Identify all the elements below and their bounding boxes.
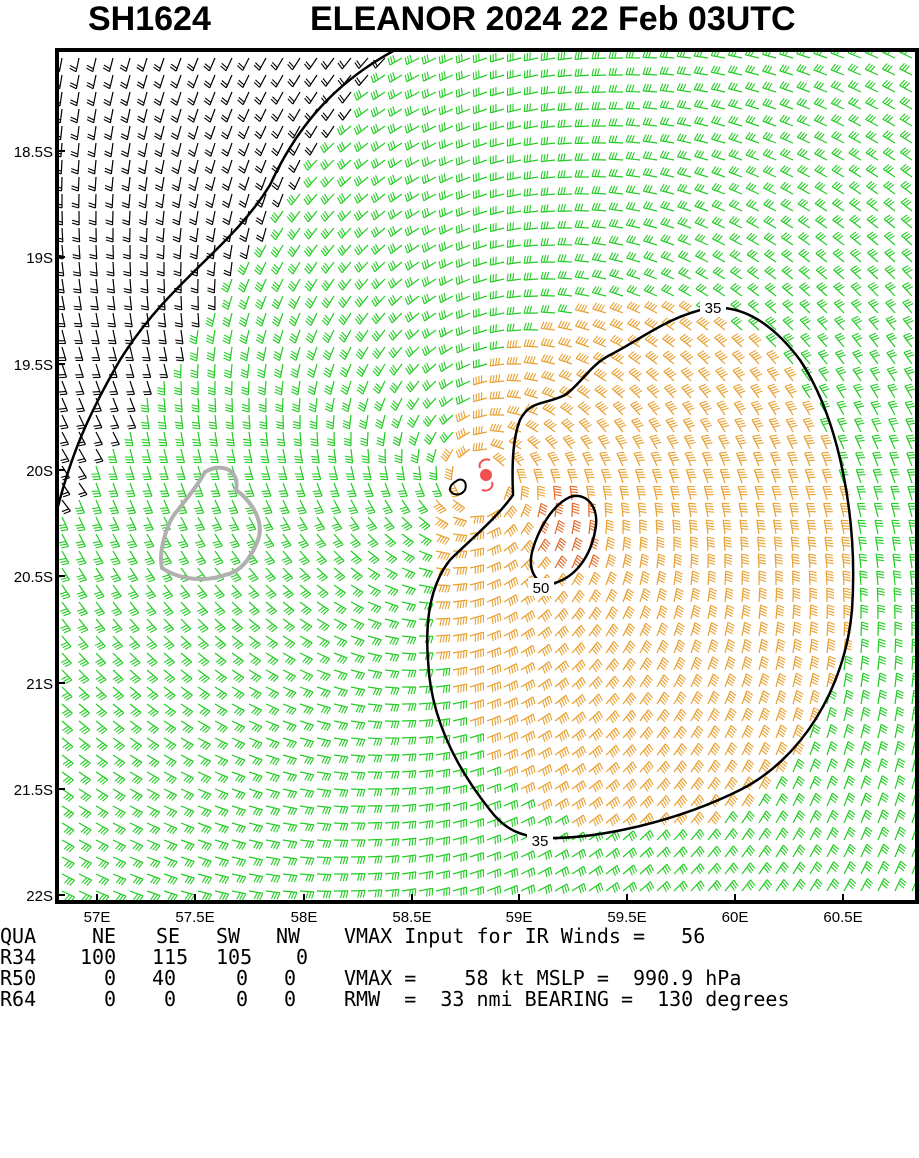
lat-label: 20.5S	[14, 569, 53, 586]
lat-label: 21.5S	[14, 782, 53, 799]
lon-label: 60E	[722, 909, 749, 926]
tropical-cyclone-icon	[480, 459, 493, 490]
lat-label: 20S	[26, 463, 53, 480]
stats-header-ne: NE	[92, 926, 116, 947]
stats-r34-row: R34 100 115 105 0	[0, 947, 48, 968]
rmw-bearing-text: RMW = 33 nmi BEARING = 130 degrees	[344, 989, 790, 1010]
r34-ne: 100	[80, 947, 116, 968]
r64-sw: 0	[236, 989, 248, 1010]
contour-label-35-north: 35	[705, 300, 722, 317]
lat-label: 18.5S	[14, 144, 53, 161]
vmax-input-text: VMAX Input for IR Winds = 56	[344, 926, 705, 947]
lat-label: 19.5S	[14, 357, 53, 374]
r64-nw: 0	[284, 989, 296, 1010]
lat-label: 19S	[26, 250, 53, 267]
r64-ne: 0	[104, 989, 116, 1010]
r64-label: R64	[0, 989, 36, 1010]
r50-sw: 0	[236, 968, 248, 989]
lat-label: 22S	[26, 888, 53, 905]
r34-label: R34	[0, 947, 36, 968]
stats-r50-row: R50 0 40 0 0 VMAX = 58 kt MSLP = 990.9 h…	[0, 968, 48, 989]
island-outline	[161, 468, 260, 579]
r34-se: 115	[152, 947, 188, 968]
r50-label: R50	[0, 968, 36, 989]
latitude-labels: 18.5S 19S 19.5S 20S 20.5S 21S 21.5S 22S	[14, 144, 53, 905]
r50-nw: 0	[284, 968, 296, 989]
r50-ne: 0	[104, 968, 116, 989]
r50-se: 40	[152, 968, 176, 989]
lat-label: 21S	[26, 676, 53, 693]
stats-header-row: QUA NE SE SW NW VMAX Input for IR Winds …	[0, 926, 48, 947]
r34-nw: 0	[296, 947, 308, 968]
contour-label-50: 50	[533, 580, 550, 597]
r64-se: 0	[164, 989, 176, 1010]
stats-header-se: SE	[156, 926, 180, 947]
lon-label: 57.5E	[175, 909, 214, 926]
stats-header-qua: QUA	[0, 926, 36, 947]
stats-panel: QUA NE SE SW NW VMAX Input for IR Winds …	[0, 926, 919, 1014]
contour-35kt	[427, 308, 853, 839]
vmax-mslp-text: VMAX = 58 kt MSLP = 990.9 hPa	[344, 968, 741, 989]
stats-r64-row: R64 0 0 0 0 RMW = 33 nmi BEARING = 130 d…	[0, 989, 48, 1010]
r34-sw: 105	[216, 947, 252, 968]
stats-header-nw: NW	[276, 926, 300, 947]
stats-header-sw: SW	[216, 926, 240, 947]
lon-label: 60.5E	[823, 909, 862, 926]
contour-label-35-south: 35	[532, 833, 549, 850]
